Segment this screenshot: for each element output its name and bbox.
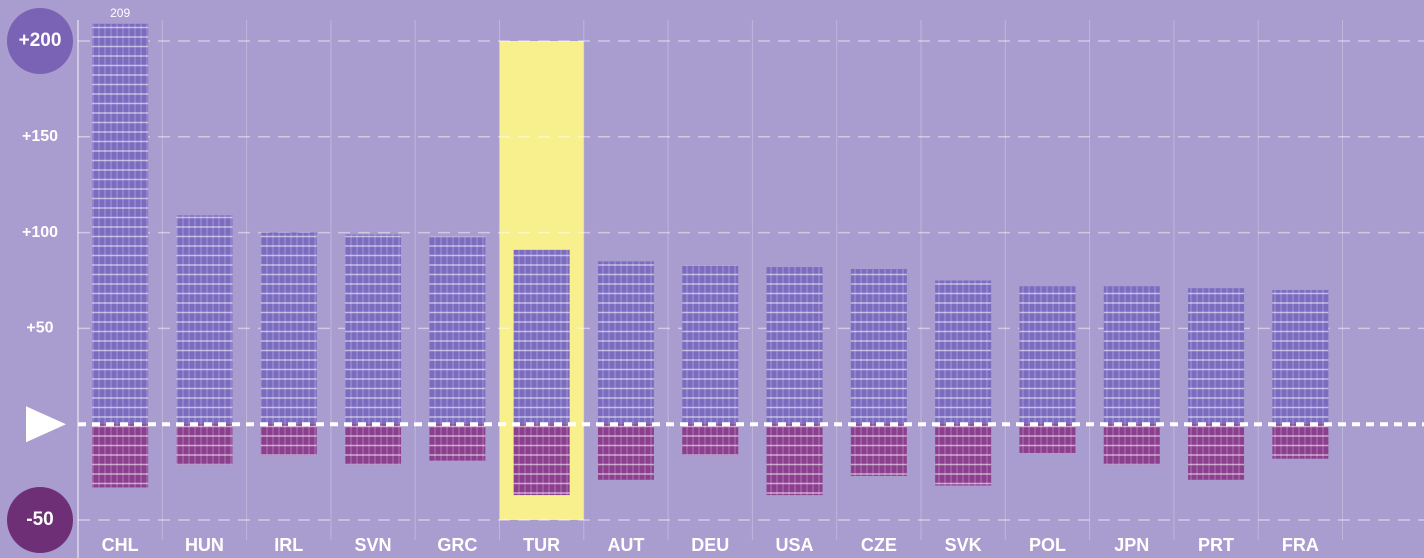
bar-texture xyxy=(597,424,654,480)
bar-texture xyxy=(766,424,823,496)
bar-texture xyxy=(766,267,823,425)
x-tick-label: PRT xyxy=(1198,535,1234,555)
bar-texture xyxy=(1019,424,1076,453)
bar-texture xyxy=(92,424,149,488)
x-tick-label: JPN xyxy=(1114,535,1149,555)
x-tick-label: SVN xyxy=(355,535,392,555)
bar-texture xyxy=(345,424,402,465)
bar-texture xyxy=(1272,290,1329,425)
y-tick-label: +50 xyxy=(26,320,53,337)
bar-texture xyxy=(850,269,907,425)
bar-texture xyxy=(1019,286,1076,425)
y-tick-label: 0 xyxy=(36,415,45,432)
bar-texture xyxy=(345,234,402,425)
x-tick-label: AUT xyxy=(607,535,644,555)
bar-texture xyxy=(1188,424,1245,480)
bar-texture xyxy=(682,265,739,425)
x-tick-label: CZE xyxy=(861,535,897,555)
bar-texture xyxy=(513,249,570,425)
bar-texture xyxy=(429,236,486,425)
y-tick-label: +100 xyxy=(22,224,58,241)
bar-texture xyxy=(260,424,317,455)
zero-marker xyxy=(26,406,66,443)
bar-texture xyxy=(92,23,149,425)
bar-texture xyxy=(597,261,654,425)
bar-texture xyxy=(682,424,739,455)
y-tick-label: -50 xyxy=(26,509,53,530)
x-tick-label: DEU xyxy=(691,535,729,555)
x-tick-label: FRA xyxy=(1282,535,1319,555)
x-tick-label: CHL xyxy=(102,535,139,555)
y-tick-label: +150 xyxy=(22,128,58,145)
bar-texture xyxy=(1103,286,1160,425)
x-tick-label: IRL xyxy=(274,535,303,555)
tick-badge xyxy=(7,8,73,74)
bar-texture xyxy=(513,424,570,496)
bar-texture xyxy=(935,424,992,486)
bar-texture xyxy=(176,215,233,425)
bar-texture xyxy=(260,232,317,425)
x-tick-label: SVK xyxy=(945,535,982,555)
y-tick-label: +200 xyxy=(19,30,62,51)
x-tick-label: HUN xyxy=(185,535,224,555)
bar-texture xyxy=(429,424,486,461)
x-tick-label: GRC xyxy=(437,535,477,555)
bar-texture xyxy=(1103,424,1160,465)
x-tick-label: TUR xyxy=(523,535,560,555)
data-label: 209 xyxy=(110,6,130,20)
x-tick-label: POL xyxy=(1029,535,1066,555)
tick-badge xyxy=(7,487,73,553)
bar-texture xyxy=(850,424,907,476)
bar-texture xyxy=(935,280,992,425)
x-tick-label: USA xyxy=(776,535,814,555)
bar-texture xyxy=(1272,424,1329,459)
bar-texture xyxy=(176,424,233,465)
bar-texture xyxy=(1188,288,1245,425)
